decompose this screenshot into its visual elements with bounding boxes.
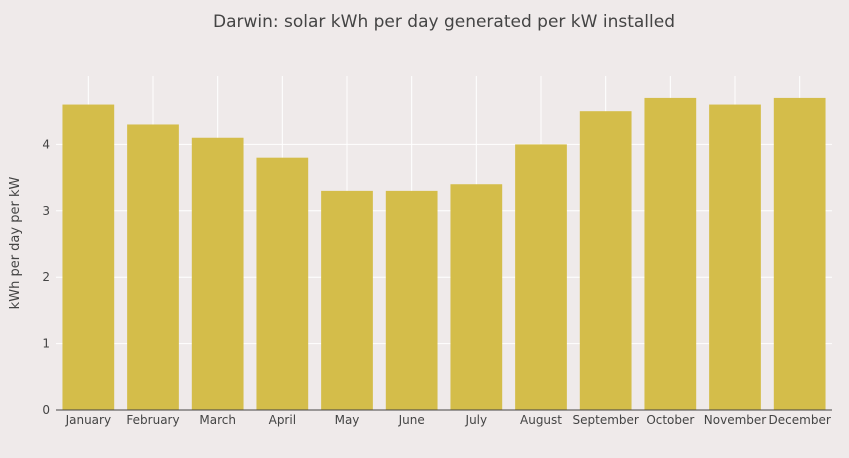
bars	[62, 97, 826, 411]
bar-july[interactable]	[450, 184, 503, 410]
bar-september[interactable]	[579, 111, 632, 410]
x-tick-label: May	[335, 413, 360, 427]
y-tick-label: 1	[42, 337, 50, 351]
x-tick-label: June	[398, 413, 425, 427]
x-tick-label: September	[573, 413, 639, 427]
x-tick-label: January	[65, 413, 112, 427]
y-tick-label: 4	[42, 137, 50, 151]
bar-april[interactable]	[256, 157, 309, 410]
chart-title: Darwin: solar kWh per day generated per …	[212, 12, 675, 32]
bar-august[interactable]	[515, 144, 567, 411]
bar-march[interactable]	[191, 137, 244, 410]
y-tick-label: 3	[42, 204, 50, 218]
x-tick-label: November	[704, 413, 766, 427]
x-tick-label: October	[646, 413, 694, 427]
y-axis-label: kWh per day per kW	[8, 177, 23, 310]
bar-february[interactable]	[127, 124, 179, 411]
x-tick-label: August	[520, 413, 562, 427]
bar-may[interactable]	[321, 190, 373, 410]
axes: 0 1 2 3 4 January February March April May June Jul…	[42, 137, 832, 427]
x-tick-label: February	[126, 413, 179, 427]
x-tick-label: December	[769, 413, 831, 427]
x-tick-label: March	[199, 413, 236, 427]
x-tick-label: April	[269, 413, 296, 427]
bar-october[interactable]	[644, 97, 697, 410]
bar-june[interactable]	[385, 190, 438, 410]
y-tick-label: 0	[42, 403, 50, 417]
bar-november[interactable]	[709, 104, 761, 411]
bar-january[interactable]	[62, 104, 115, 411]
bar-december[interactable]	[773, 97, 826, 410]
x-tick-label: July	[465, 413, 488, 427]
y-tick-label: 2	[42, 270, 50, 284]
